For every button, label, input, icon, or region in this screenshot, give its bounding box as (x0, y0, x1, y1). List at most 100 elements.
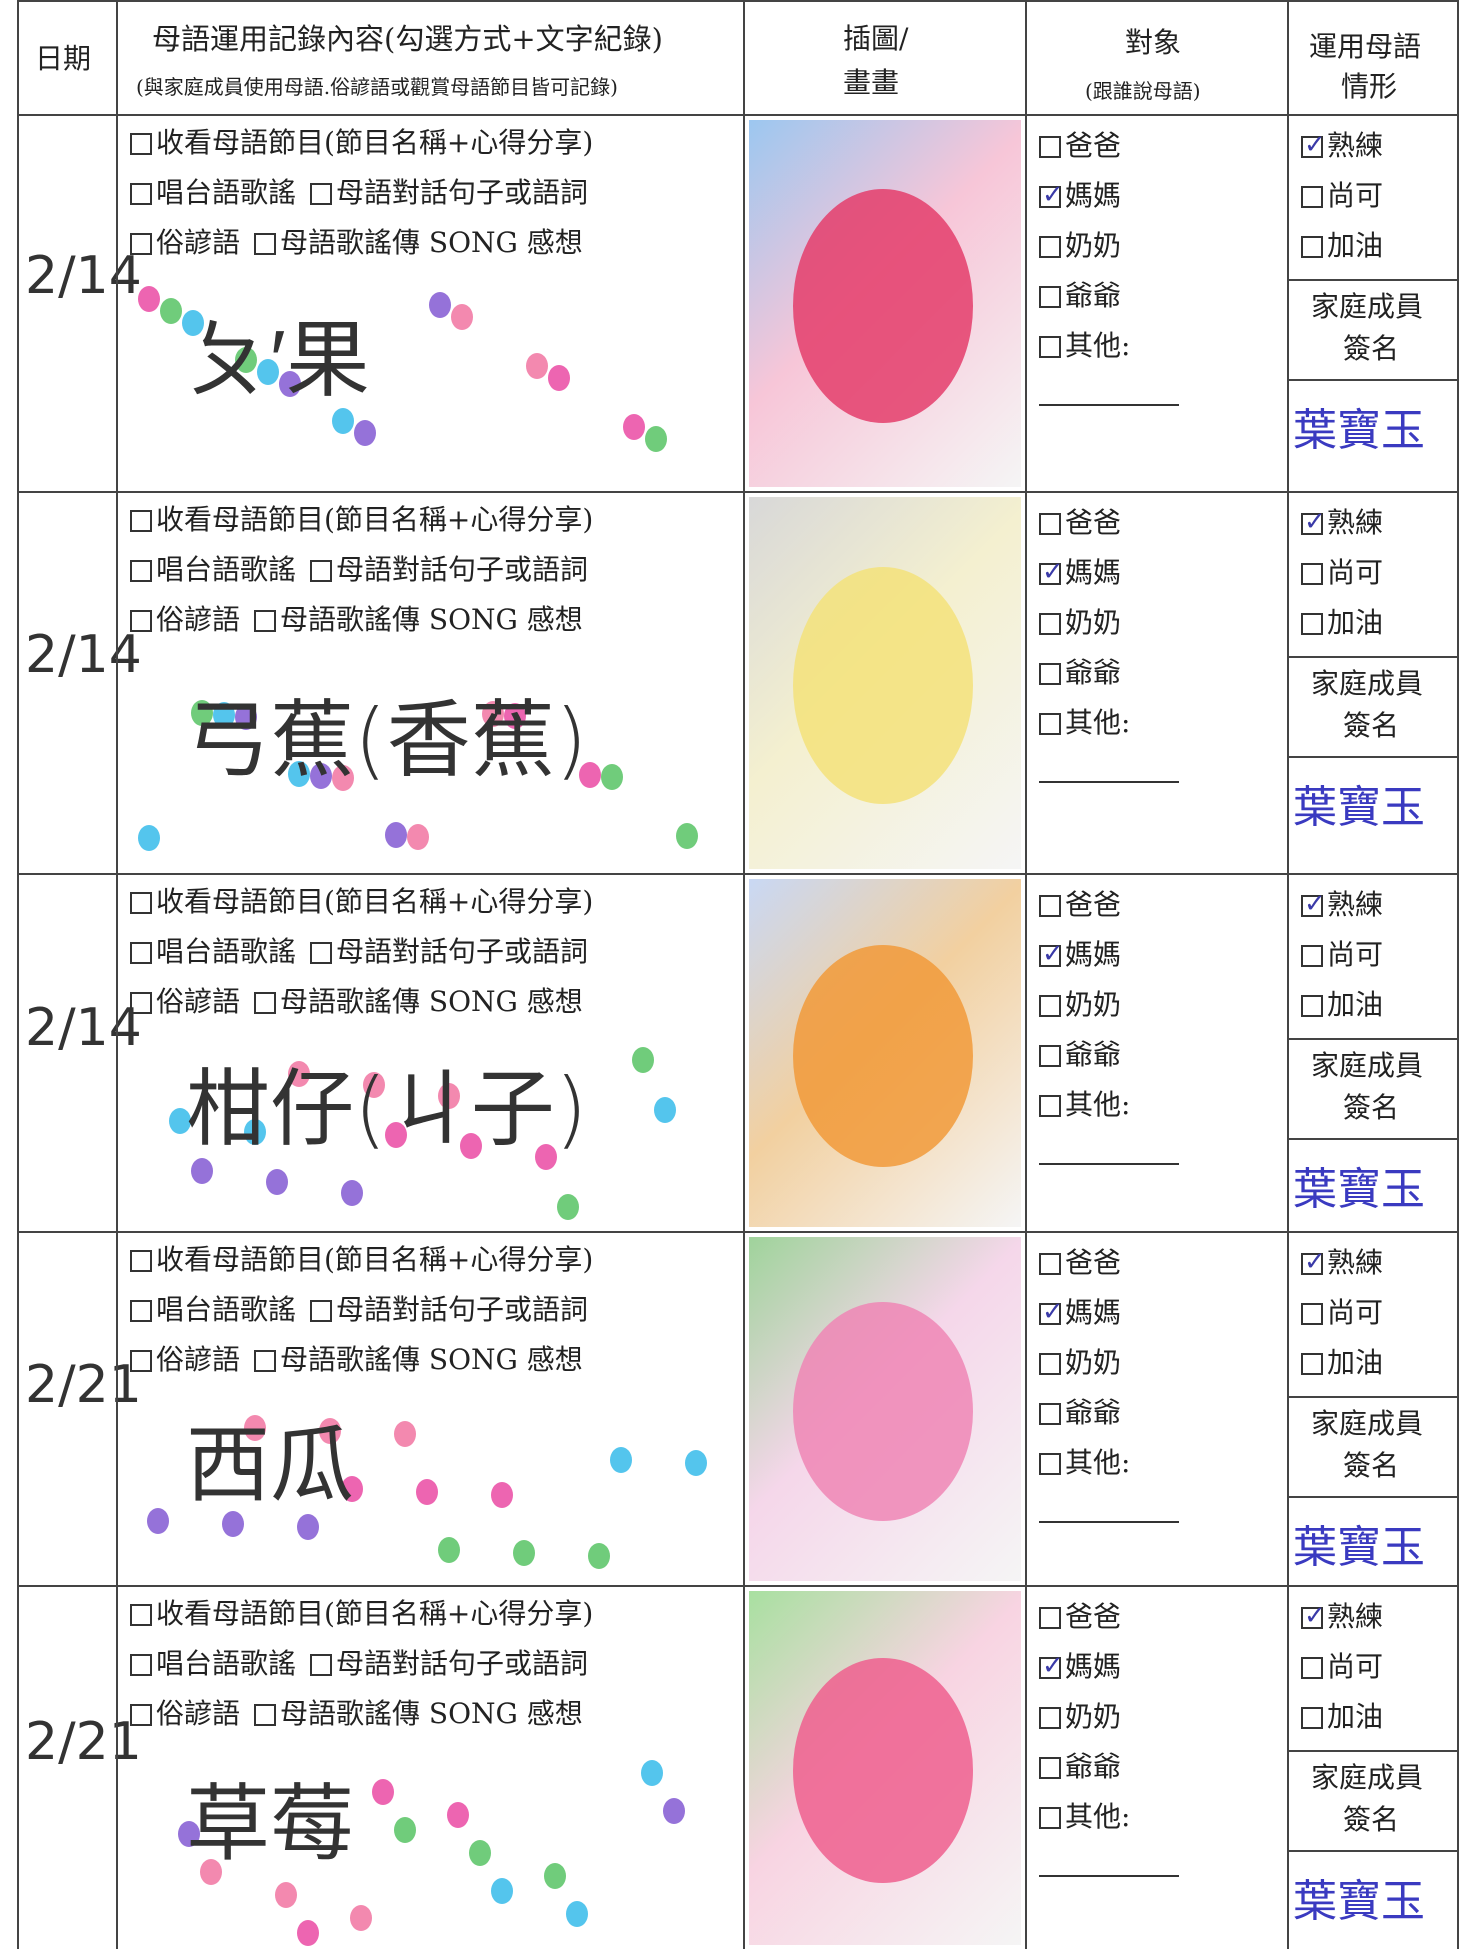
activity-option: 俗諺語 (130, 1343, 240, 1377)
header-content: 母語運用記錄內容(勾選方式+文字紀錄) (152, 22, 663, 56)
target-option: 媽媽 (1039, 555, 1121, 590)
header-drawing: 畫畫 (843, 66, 900, 99)
status-option: 加油 (1301, 1700, 1383, 1734)
drawing-fruit (793, 567, 973, 805)
dot (350, 1905, 372, 1931)
drawing-fruit (793, 1301, 973, 1522)
target-label: 爺爺 (1065, 1038, 1122, 1071)
target-label: 爺爺 (1065, 1750, 1122, 1783)
activity-label: 母語對話句子或語詞 (336, 553, 589, 586)
blank-line (1039, 404, 1179, 406)
dot (429, 292, 451, 318)
target-option: 奶奶 (1039, 1700, 1121, 1734)
content-cell (116, 1585, 745, 1949)
activity-option: 母語對話句子或語詞 (310, 553, 588, 587)
activity-label: 收看母語節目(節目名稱+心得分享) (156, 503, 594, 536)
sign-label: 家庭成員 (1311, 290, 1424, 323)
status-label: 熟練 (1327, 1600, 1384, 1633)
header-target-note: (跟誰說母語) (1085, 79, 1201, 103)
content-cell (116, 114, 745, 493)
target-label: 奶奶 (1065, 606, 1122, 639)
dot (535, 1144, 557, 1170)
dot (160, 298, 182, 324)
dot (394, 1817, 416, 1843)
written-note: ㄆ′果 (186, 311, 370, 410)
dot (610, 1447, 632, 1473)
dot (623, 414, 645, 440)
dot (460, 1133, 482, 1159)
target-option: 爺爺 (1039, 1396, 1121, 1430)
activity-label: 收看母語節目(節目名稱+心得分享) (156, 1243, 594, 1276)
target-label: 爸爸 (1065, 129, 1122, 162)
status-label: 加油 (1327, 988, 1384, 1021)
dot (169, 1108, 191, 1134)
dot (548, 365, 570, 391)
dot (526, 353, 548, 379)
dot (191, 1158, 213, 1184)
target-label: 其他: (1065, 1446, 1131, 1479)
dot (213, 702, 235, 728)
dot (297, 1514, 319, 1540)
target-option: 爺爺 (1039, 1750, 1121, 1784)
status-option: 尚可 (1301, 938, 1383, 972)
target-label: 媽媽 (1065, 1296, 1122, 1329)
sign-label: 家庭成員 (1311, 1049, 1424, 1082)
status-option: 尚可 (1301, 556, 1383, 590)
status-label: 熟練 (1327, 129, 1384, 162)
activity-label: 母語歌謠傳 SONG 感想 (280, 603, 583, 636)
activity-label: 收看母語節目(節目名稱+心得分享) (156, 1597, 594, 1630)
status-option: 熟練 (1301, 1599, 1384, 1634)
target-option: 其他: (1039, 329, 1130, 363)
dot (632, 1047, 654, 1073)
written-note: 草莓 (186, 1775, 355, 1874)
signature: 葉寶玉 (1293, 1876, 1425, 1927)
activity-label: 收看母語節目(節目名稱+心得分享) (156, 126, 594, 159)
target-label: 爺爺 (1065, 656, 1122, 689)
activity-label: 母語對話句子或語詞 (336, 176, 589, 209)
dot (182, 310, 204, 336)
date: 2/14 (25, 998, 142, 1059)
dot (244, 1119, 266, 1145)
target-label: 爸爸 (1065, 1246, 1122, 1279)
target-label: 媽媽 (1065, 938, 1122, 971)
dot (178, 1821, 200, 1847)
dot (385, 822, 407, 848)
drawing-fruit (793, 1657, 973, 1884)
dot (663, 1798, 685, 1824)
target-label: 媽媽 (1065, 1650, 1122, 1683)
target-option: 其他: (1039, 1800, 1130, 1834)
dot (557, 1194, 579, 1220)
dot (566, 1901, 588, 1927)
dot (297, 1920, 319, 1946)
dot (504, 703, 526, 729)
dot (244, 1415, 266, 1441)
target-label: 爸爸 (1065, 506, 1122, 539)
header-date: 日期 (35, 42, 92, 75)
target-label: 奶奶 (1065, 1700, 1122, 1733)
activity-label: 唱台語歌謠 (156, 553, 297, 586)
activity-label: 母語對話句子或語詞 (336, 935, 589, 968)
target-label: 奶奶 (1065, 229, 1122, 262)
dot (191, 700, 213, 726)
target-label: 爺爺 (1065, 279, 1122, 312)
target-label: 爸爸 (1065, 1600, 1122, 1633)
header-status: 情形 (1341, 70, 1398, 103)
content-cell (116, 873, 745, 1233)
target-option: 爸爸 (1039, 1600, 1121, 1634)
header-status: 運用母語 (1309, 30, 1422, 63)
date: 2/21 (25, 1354, 142, 1415)
activity-option: 唱台語歌謠 (130, 176, 296, 210)
dot (288, 761, 310, 787)
written-note: 西瓜 (186, 1416, 355, 1515)
activity-label: 收看母語節目(節目名稱+心得分享) (156, 885, 594, 918)
activity-label: 母語歌謠傳 SONG 感想 (280, 226, 583, 259)
activity-label: 俗諺語 (156, 1697, 241, 1730)
status-label: 加油 (1327, 229, 1384, 262)
dot (645, 426, 667, 452)
target-option: 奶奶 (1039, 606, 1121, 640)
sign-label: 家庭成員 (1311, 667, 1424, 700)
target-option: 奶奶 (1039, 988, 1121, 1022)
target-label: 其他: (1065, 329, 1131, 362)
date: 2/14 (25, 624, 142, 685)
